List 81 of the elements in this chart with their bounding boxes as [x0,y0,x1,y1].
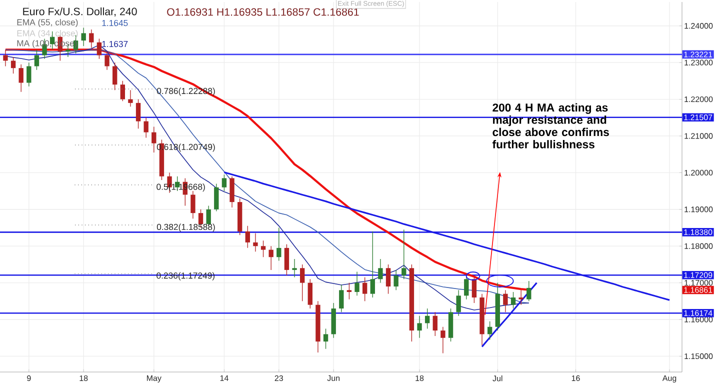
candlestick [120,80,125,102]
candlestick [518,290,524,306]
annotation: 1.1637 [102,40,128,48]
y-tick-label: 1.20000 [684,170,713,176]
candlestick [456,290,461,316]
annotation: 200 4 H MA acting as major resistance and close above confirms further bullishness [492,103,609,148]
candlestick [378,258,383,284]
candlestick [362,276,368,302]
candlestick [440,326,446,354]
y-tick-label: 1.22000 [684,96,713,102]
y-tick-label: 1.18000 [684,243,713,249]
candlestick [284,244,290,276]
y-tick-label: 1.24000 [684,23,713,29]
x-tick-label: Jun [327,375,340,381]
candlestick [3,49,8,67]
candlestick [402,229,406,280]
candlestick [96,38,102,60]
x-tick-label: 18 [416,375,424,382]
ref-line-label: 1.17209 [684,272,712,278]
candlestick [18,64,24,92]
candlestick [104,51,110,70]
x-tick-label: 14 [220,375,228,381]
candlestick [370,231,375,298]
candlestick [510,292,516,309]
candlestick [260,240,266,258]
candlestick [245,226,250,248]
candlestick [144,117,148,138]
candlestick [34,49,40,70]
ref-line-label: 1.18380 [684,229,712,235]
annotation: EMA (55, close) [17,18,78,28]
candlestick [253,232,258,252]
candlestick [346,282,352,300]
annotation: O1.16931 H1.16935 L1.16857 C1.16861 [167,8,359,16]
candlestick [276,227,282,262]
ref-line-label: 1.21507 [684,114,712,120]
candlestick [81,27,86,46]
candlestick [152,126,156,153]
candlestick [432,312,438,336]
candlestick [526,280,532,302]
x-tick-label: 18 [80,375,88,382]
candlestick [222,174,227,192]
candlestick [292,258,297,278]
x-tick-label: 23 [274,375,283,382]
candlestick [112,62,118,90]
candlestick [503,290,508,313]
x-tick-label: 16 [572,375,580,382]
candlestick [268,246,274,270]
chart-title: Euro Fx/U.S. Dollar, 240 [23,7,137,17]
candlestick [190,190,196,219]
ref-line-label: 1.23221 [684,52,712,58]
x-tick-label: Aug [662,375,676,383]
y-tick-label: 1.15000 [684,353,713,360]
candlestick [128,90,133,107]
y-tick-label: 1.19000 [684,206,713,212]
candlestick [308,278,312,309]
x-tick-label: 9 [27,375,31,382]
candlestick [10,56,16,74]
x-tick-label: Jul [492,375,502,382]
candlestick [386,264,391,294]
candlestick [487,321,492,340]
candlestick [214,183,219,212]
annotation: 0.382(1.18588) [156,224,215,232]
candlestick [472,276,477,304]
candlestick [26,62,32,87]
y-tick-label: 1.23000 [684,60,713,66]
candlestick [394,270,398,290]
candlestick [230,176,234,208]
ref-line-label: 1.16174 [684,310,712,316]
candlestick [89,29,94,48]
y-tick-label: 1.21000 [684,133,713,139]
annotation: 1.1645 [102,20,128,26]
candlestick [354,271,360,296]
candlestick [300,264,305,302]
x-tick-label: May [146,375,162,383]
y-tick-label: 1.17000 [684,280,713,286]
candlestick [136,98,141,129]
candlestick [417,316,422,338]
candlestick [323,328,328,350]
candlestick [424,308,430,330]
text: 1.16861 [684,287,712,293]
candlestick [339,284,344,313]
